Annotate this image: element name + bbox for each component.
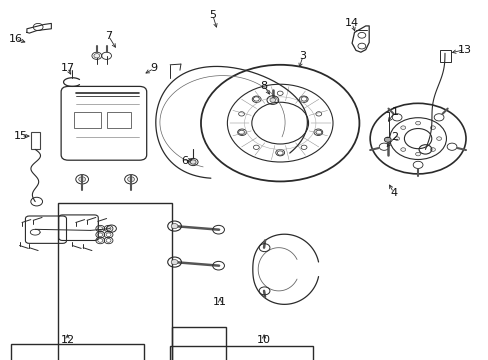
Text: 8: 8 <box>260 81 267 91</box>
Circle shape <box>190 160 196 164</box>
Circle shape <box>394 137 399 140</box>
Circle shape <box>277 91 283 95</box>
Bar <box>31 132 40 149</box>
Text: 9: 9 <box>150 63 157 73</box>
Bar <box>106 112 131 128</box>
Text: 13: 13 <box>457 45 470 55</box>
Text: 7: 7 <box>105 31 112 41</box>
Text: 10: 10 <box>257 335 270 345</box>
Circle shape <box>384 137 390 142</box>
Text: 1: 1 <box>391 107 398 117</box>
Bar <box>58 203 171 360</box>
Circle shape <box>436 137 441 140</box>
Circle shape <box>171 224 178 229</box>
Text: 12: 12 <box>61 335 74 345</box>
Bar <box>439 50 450 62</box>
Circle shape <box>301 145 306 149</box>
Text: 5: 5 <box>209 10 216 20</box>
Bar <box>170 346 312 360</box>
Text: 3: 3 <box>299 51 306 61</box>
Circle shape <box>79 177 85 182</box>
Bar <box>74 112 101 128</box>
Circle shape <box>253 97 259 101</box>
Circle shape <box>127 177 134 182</box>
Bar <box>11 344 143 360</box>
Circle shape <box>400 126 405 130</box>
Text: 15: 15 <box>14 131 28 141</box>
Circle shape <box>269 98 275 102</box>
Circle shape <box>277 151 283 155</box>
Circle shape <box>238 130 244 135</box>
Circle shape <box>238 112 244 116</box>
Circle shape <box>315 112 321 116</box>
Circle shape <box>301 97 306 101</box>
Text: 11: 11 <box>213 297 226 307</box>
Circle shape <box>429 126 434 130</box>
Circle shape <box>253 145 259 149</box>
Circle shape <box>400 148 405 151</box>
Text: 6: 6 <box>181 156 188 166</box>
Text: 4: 4 <box>389 188 396 198</box>
Circle shape <box>315 130 321 135</box>
Text: 17: 17 <box>61 63 74 73</box>
Text: 14: 14 <box>345 18 358 28</box>
Circle shape <box>429 148 434 151</box>
Text: 2: 2 <box>391 132 398 142</box>
Circle shape <box>415 152 420 156</box>
Text: 16: 16 <box>9 34 22 44</box>
Circle shape <box>94 54 100 58</box>
Circle shape <box>171 260 178 265</box>
Circle shape <box>415 121 420 125</box>
Bar <box>172 327 225 360</box>
